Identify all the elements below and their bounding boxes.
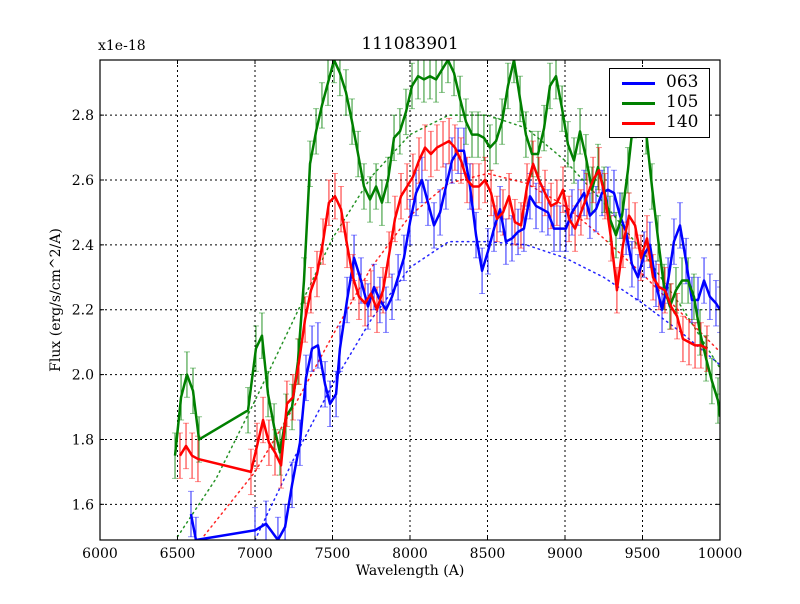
x-tick-label: 9500 bbox=[625, 546, 661, 562]
x-tick-label: 8000 bbox=[392, 546, 428, 562]
legend-swatch-green bbox=[622, 102, 655, 105]
x-tick-label: 6000 bbox=[82, 546, 118, 562]
series-line-063 bbox=[189, 149, 720, 540]
y-tick-label: 2.0 bbox=[72, 368, 94, 384]
x-tick-label: 9000 bbox=[547, 546, 583, 562]
legend-item-063: 063 bbox=[610, 72, 709, 93]
y-tick-label: 1.8 bbox=[72, 432, 94, 448]
x-tick-label: 7000 bbox=[237, 546, 273, 562]
y-axis-label: Flux (erg/s/cm^2/A) bbox=[48, 228, 64, 372]
x-tick-label: 6500 bbox=[160, 546, 196, 562]
x-tick-label: 7500 bbox=[315, 546, 351, 562]
legend-swatch-blue bbox=[622, 82, 655, 85]
x-axis-label: Wavelength (A) bbox=[355, 563, 465, 579]
axis-ticks bbox=[99, 60, 721, 540]
y-tick-label: 2.2 bbox=[72, 303, 94, 319]
x-tick-label: 10000 bbox=[698, 546, 743, 562]
y-offset-label: x1e-18 bbox=[98, 38, 146, 54]
legend-item-140: 140 bbox=[610, 112, 709, 133]
y-tick-label: 2.8 bbox=[72, 108, 94, 124]
legend-item-105: 105 bbox=[610, 92, 709, 113]
legend-label: 105 bbox=[666, 92, 699, 112]
x-tick-labels: 6000 6500 7000 7500 8000 8500 9000 9500 10000 bbox=[82, 546, 742, 562]
y-tick-label: 1.6 bbox=[72, 497, 94, 513]
series-line-140 bbox=[178, 139, 708, 474]
legend: 063 105 140 bbox=[609, 68, 710, 138]
legend-swatch-red bbox=[622, 122, 655, 125]
x-tick-label: 8500 bbox=[470, 546, 506, 562]
chart-title: 111083901 bbox=[361, 34, 459, 54]
y-tick-labels: 1.6 1.8 2.0 2.2 2.4 2.6 2.8 bbox=[72, 108, 94, 513]
legend-label: 140 bbox=[666, 112, 699, 132]
y-tick-label: 2.6 bbox=[72, 173, 94, 189]
legend-label: 063 bbox=[666, 72, 699, 92]
y-tick-label: 2.4 bbox=[72, 238, 94, 254]
